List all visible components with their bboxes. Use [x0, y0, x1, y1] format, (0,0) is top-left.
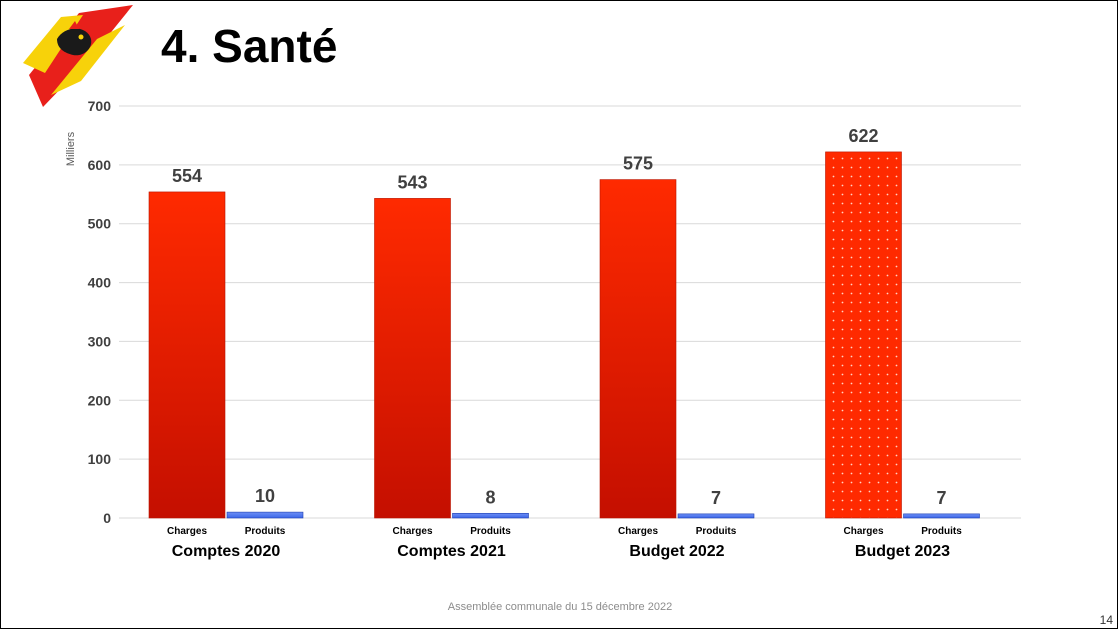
- category-label: Budget 2022: [629, 543, 724, 560]
- slide-title: 4. Santé: [161, 20, 338, 72]
- category-label: Comptes 2020: [172, 543, 281, 560]
- y-tick-label: 600: [88, 157, 112, 173]
- data-label-produits: 7: [936, 488, 946, 508]
- series-label-charges: Charges: [167, 526, 207, 537]
- y-tick-label: 200: [88, 392, 112, 408]
- series-label-charges: Charges: [618, 526, 658, 537]
- data-label-charges: 543: [397, 172, 427, 192]
- data-label-produits: 10: [255, 486, 275, 506]
- series-label-charges: Charges: [392, 526, 432, 537]
- bar-produits: [903, 513, 980, 519]
- footer-text: Assemblée communale du 15 décembre 2022: [447, 601, 673, 613]
- series-label-produits: Produits: [921, 526, 962, 537]
- commune-logo-icon: [23, 5, 133, 107]
- data-label-charges: 575: [623, 154, 653, 174]
- page-number: 14: [1099, 613, 1113, 627]
- category-label: Budget 2023: [855, 543, 950, 560]
- bar-produits: [452, 512, 529, 519]
- category-label: Comptes 2021: [397, 543, 506, 560]
- bar-produits: [226, 511, 304, 519]
- bar-charges: [599, 179, 677, 519]
- y-tick-label: 500: [88, 216, 112, 232]
- data-label-produits: 7: [711, 488, 721, 508]
- y-tick-label: 700: [88, 98, 112, 114]
- series-label-charges: Charges: [843, 526, 883, 537]
- series-label-produits: Produits: [245, 526, 286, 537]
- bar-charges: [374, 198, 451, 519]
- data-label-charges: 622: [848, 126, 878, 146]
- data-label-charges: 554: [172, 166, 202, 186]
- y-tick-label: 100: [88, 451, 112, 467]
- bar-produits: [677, 513, 755, 519]
- y-tick-label: 0: [103, 510, 111, 526]
- series-label-produits: Produits: [696, 526, 737, 537]
- y-tick-label: 400: [88, 275, 112, 291]
- data-label-produits: 8: [485, 487, 495, 507]
- series-label-produits: Produits: [470, 526, 511, 537]
- y-axis-units-label: Milliers: [65, 131, 77, 166]
- bar-charges: [825, 151, 902, 519]
- bar-charges: [148, 191, 226, 519]
- y-tick-label: 300: [88, 333, 112, 349]
